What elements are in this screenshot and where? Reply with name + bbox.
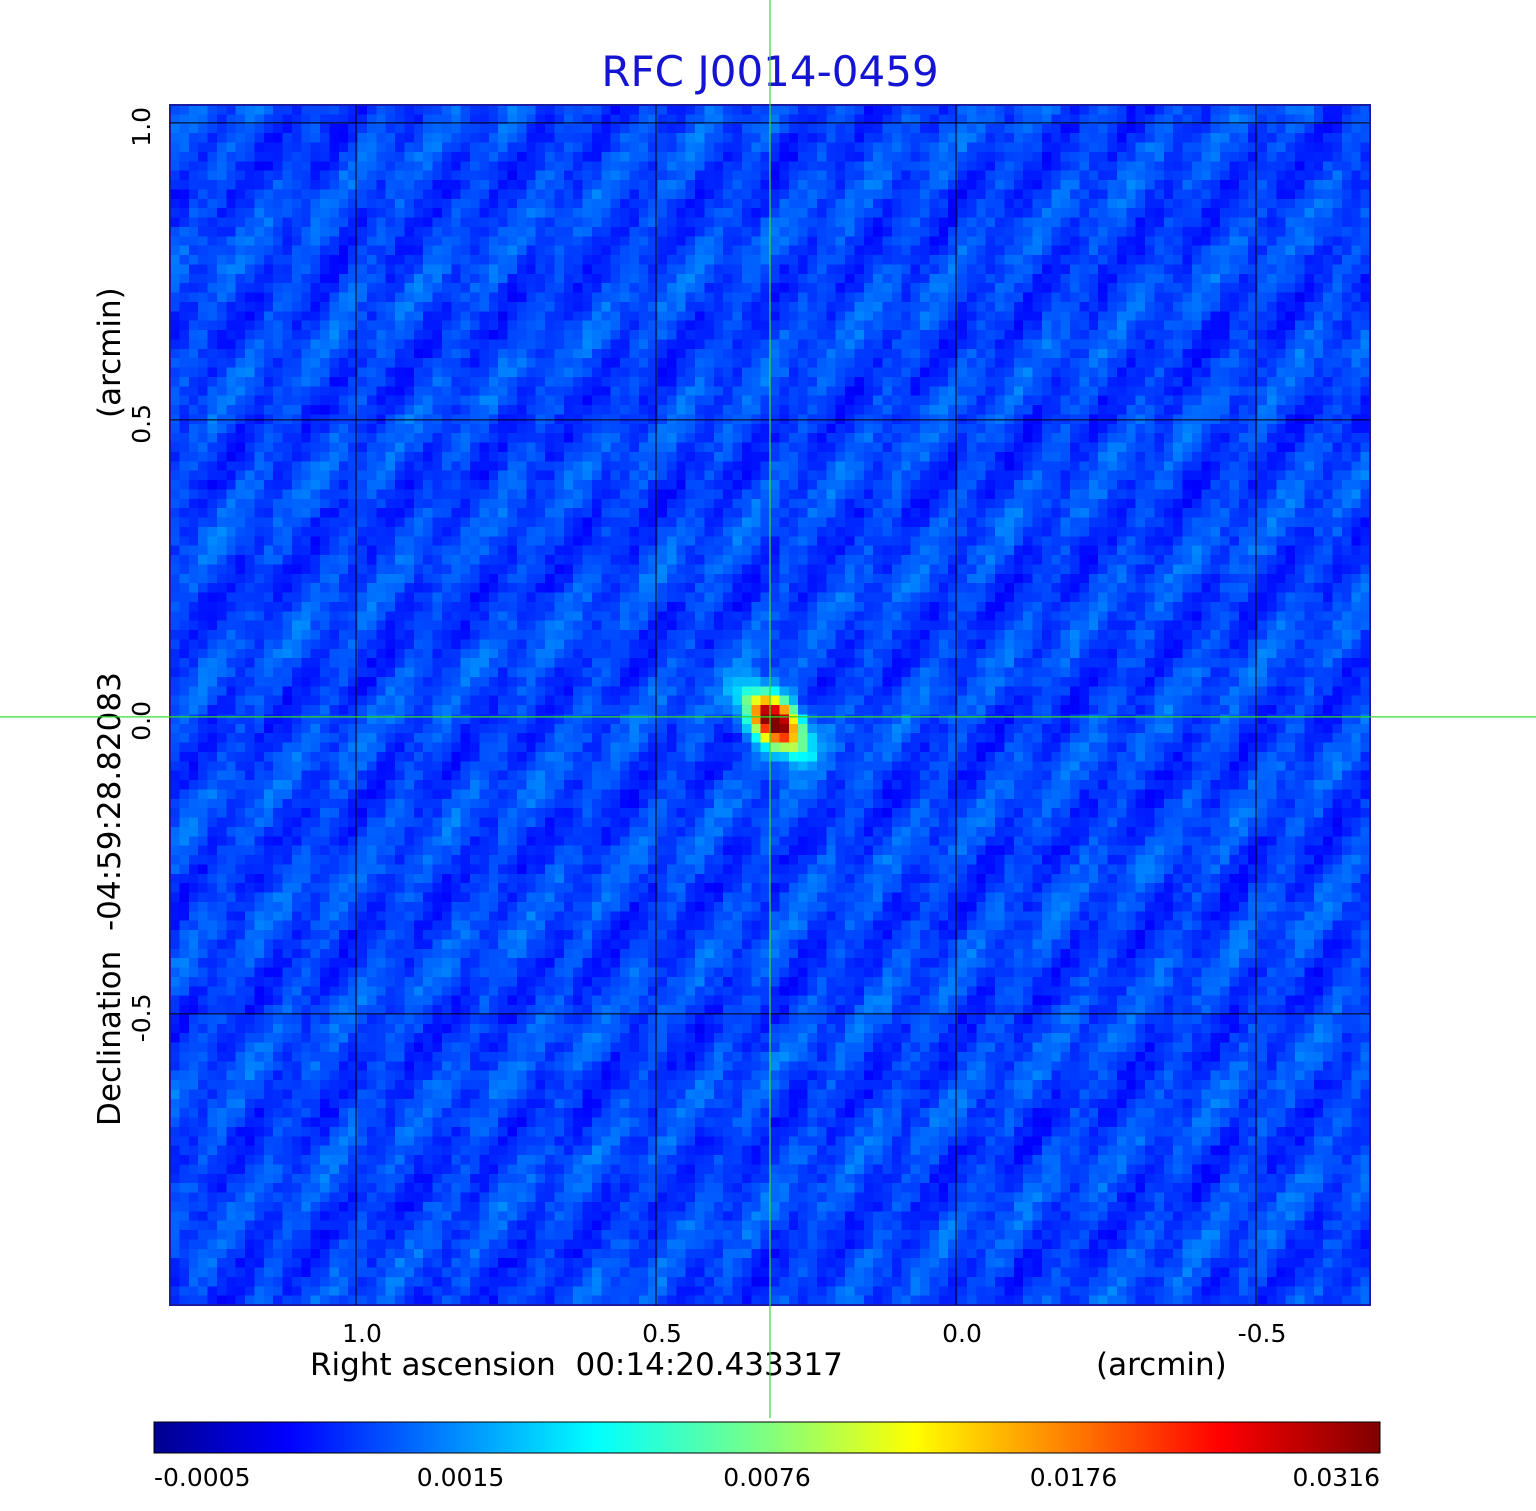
crosshair: [0, 0, 1536, 1418]
colorbar: [153, 1421, 1381, 1454]
colorbar-tick-label: 0.0316: [1293, 1463, 1380, 1492]
x-tick-label: 0.0: [942, 1319, 982, 1348]
y-axis-unit: (arcmin): [92, 287, 128, 418]
x-axis-unit: (arcmin): [1096, 1347, 1227, 1383]
y-tick-label: 1.0: [127, 107, 156, 147]
x-tick-labels: 1.0 0.5 0.0 -0.5: [342, 1319, 1286, 1348]
x-tick-label: -0.5: [1238, 1319, 1287, 1348]
y-tick-label: -0.5: [127, 994, 156, 1043]
y-tick-labels: 1.0 0.5 0.0 -0.5: [127, 107, 156, 1042]
x-axis-label: Right ascension 00:14:20.433317: [310, 1347, 843, 1383]
colorbar-tick-labels: -0.0005 0.0015 0.0076 0.0176 0.0316: [154, 1463, 1380, 1492]
colorbar-tick-label: -0.0005: [154, 1463, 251, 1492]
y-tick-label: 0.0: [127, 701, 156, 741]
colorbar-tick-label: 0.0176: [1030, 1463, 1117, 1492]
y-tick-label: 0.5: [127, 404, 156, 444]
x-tick-label: 1.0: [342, 1319, 382, 1348]
colorbar-tick-label: 0.0015: [417, 1463, 504, 1492]
x-tick-label: 0.5: [642, 1319, 682, 1348]
y-axis-label: Declination -04:59:28.82083: [92, 672, 128, 1126]
colorbar-tick-label: 0.0076: [723, 1463, 810, 1492]
